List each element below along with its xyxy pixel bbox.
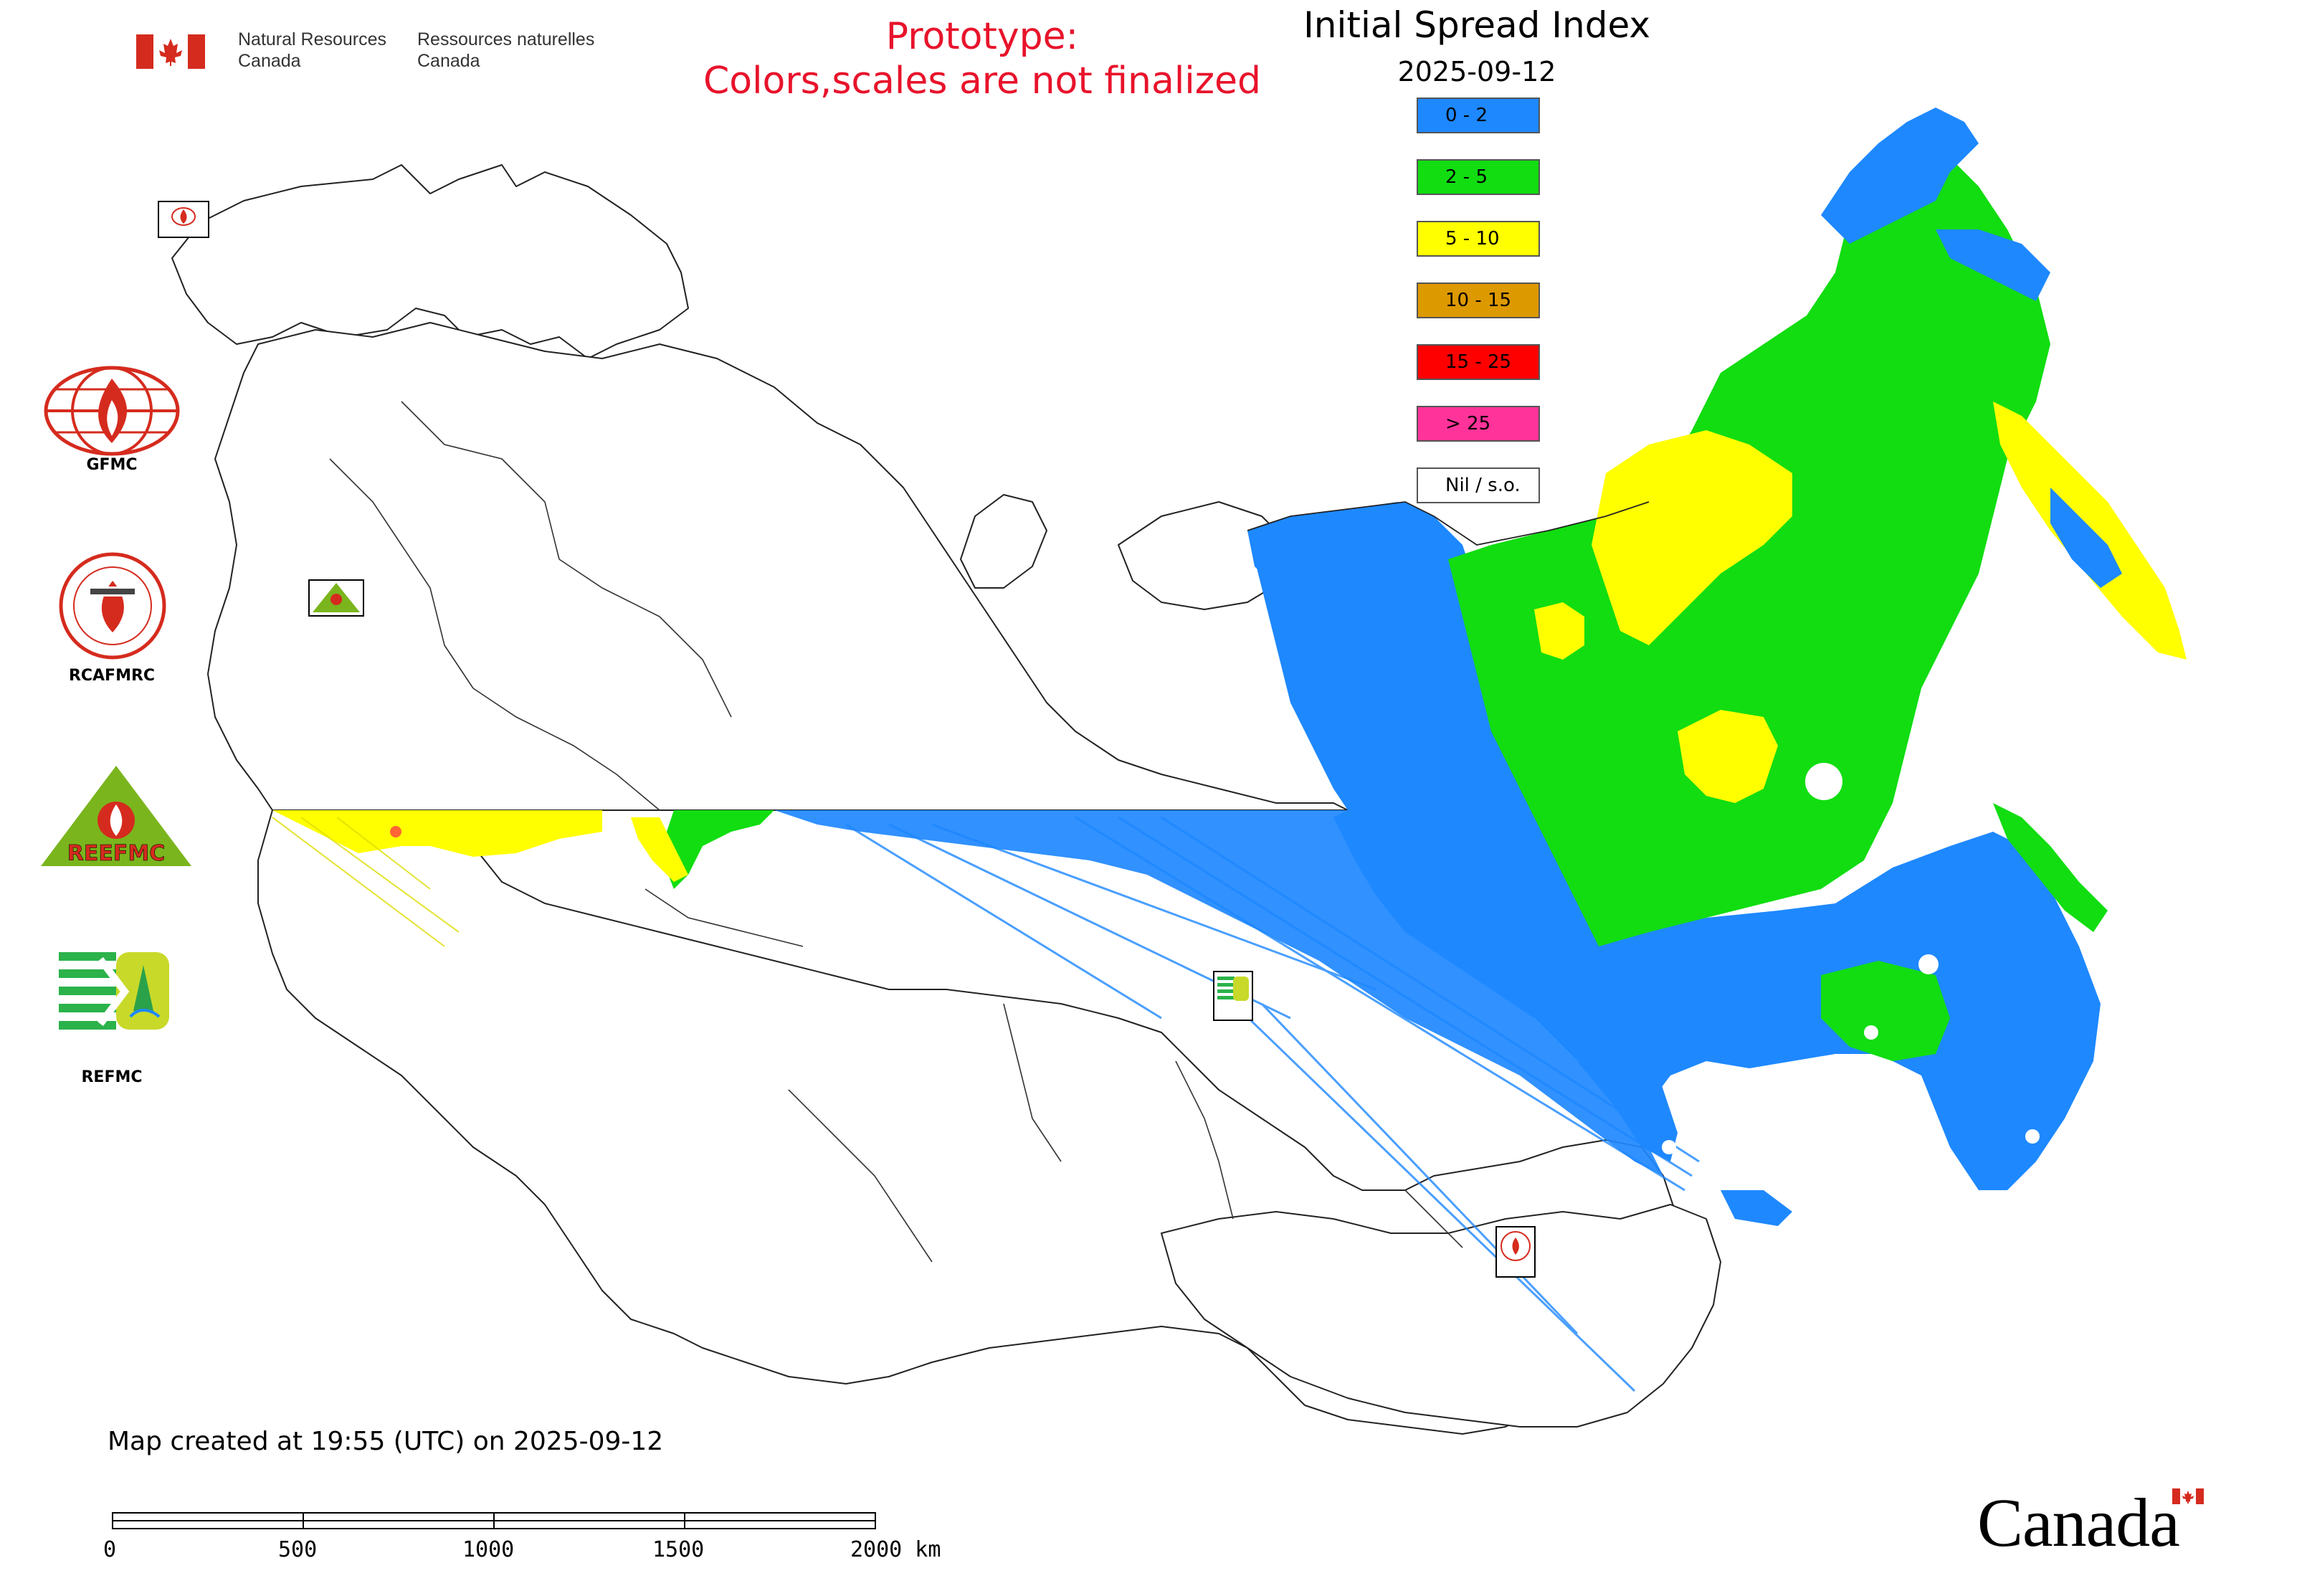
isi-diagonal-streaks-yellow bbox=[272, 817, 460, 947]
legend-swatch-6: > 25 bbox=[1417, 406, 1540, 442]
legend-label: > 25 bbox=[1445, 413, 1491, 434]
arctic-coast bbox=[1247, 501, 1650, 546]
kamchatka-blue bbox=[2050, 488, 2122, 588]
isi-area-0-2-chukotka bbox=[1821, 108, 1979, 244]
legend-label: 5 - 10 bbox=[1445, 228, 1500, 250]
scale-label-1500: 1500 bbox=[652, 1537, 705, 1562]
legend-swatch-4: 10 - 15 bbox=[1417, 282, 1540, 318]
legend-swatch-3: 5 - 10 bbox=[1417, 221, 1540, 257]
nrcan-en-line1: Natural Resources bbox=[238, 29, 387, 49]
isi-streaks-5-10-b bbox=[631, 817, 688, 882]
nrcan-en-name: Natural Resources Canada bbox=[238, 29, 386, 72]
scale-label-500: 500 bbox=[278, 1537, 318, 1562]
lakes bbox=[1662, 763, 2090, 1154]
scandinavia-outline bbox=[171, 164, 689, 359]
isi-area-5-10-south bbox=[1678, 710, 1778, 803]
legend-label: 2 - 5 bbox=[1445, 166, 1488, 188]
russia-west-outline bbox=[207, 322, 1349, 811]
rcafmrc-label: RCAFMRC bbox=[68, 667, 156, 685]
map-marker-reefmc[interactable] bbox=[308, 579, 364, 617]
scale-label-1000: 1000 bbox=[462, 1537, 515, 1562]
scale-bar bbox=[112, 1512, 876, 1529]
prototype-line1: Prototype: bbox=[885, 15, 1079, 58]
nrcan-en-line2: Canada bbox=[238, 51, 301, 71]
legend-swatch-2: 2 - 5 bbox=[1417, 159, 1540, 195]
country-borders bbox=[171, 164, 1721, 1435]
canada-wordmark: Canada bbox=[1977, 1483, 2221, 1569]
refmc-marker-icon bbox=[1217, 977, 1249, 1001]
map-marker-gfmc[interactable] bbox=[158, 201, 209, 238]
nrcan-fr-line2: Canada bbox=[417, 51, 480, 71]
prototype-notice: Prototype: Colors,scales are not finaliz… bbox=[674, 14, 1290, 103]
legend-swatch-1: 0 - 2 bbox=[1417, 98, 1540, 133]
refmc-sigma-icon bbox=[59, 945, 172, 1038]
canada-flag-icon bbox=[136, 34, 205, 69]
canada-wordmark-flag-icon bbox=[2172, 1488, 2204, 1504]
nrcan-signature: Natural Resources Canada Ressources natu… bbox=[136, 29, 595, 79]
mongolia-outline bbox=[1161, 1204, 1721, 1428]
reefmc-marker-icon bbox=[313, 583, 360, 612]
legend-title: Initial Spread Index bbox=[1303, 4, 1650, 46]
prototype-line2: Colors,scales are not finalized bbox=[703, 60, 1262, 103]
isi-area-5-10-west bbox=[1534, 602, 1584, 660]
rcafmrc-logo bbox=[59, 552, 166, 660]
isi-area-0-2-west bbox=[1247, 502, 1678, 1162]
isi-area-0-2-chukotka-east bbox=[1936, 229, 2050, 301]
yamal-blue bbox=[1247, 502, 1412, 588]
novaya-zemlya-outline bbox=[960, 494, 1047, 589]
isi-area-5-10-central bbox=[1592, 430, 1792, 645]
legend-label: 0 - 2 bbox=[1445, 105, 1488, 126]
legend-swatch-5: 15 - 25 bbox=[1417, 344, 1540, 380]
scale-label-2000km: 2000 km bbox=[850, 1537, 941, 1562]
isi-raster bbox=[272, 108, 2187, 1226]
scale-label-0: 0 bbox=[103, 1537, 117, 1562]
isi-streaks-0-2 bbox=[774, 810, 1663, 1176]
legend-swatch-7: Nil / s.o. bbox=[1417, 467, 1540, 503]
admin-borders bbox=[329, 401, 1463, 1263]
legend-label: Nil / s.o. bbox=[1445, 475, 1521, 496]
isi-area-2-5-south bbox=[1821, 961, 1950, 1061]
isi-streaks-5-10 bbox=[272, 810, 602, 857]
refmc-label: REFMC bbox=[81, 1068, 143, 1086]
rcafmrc-seal-icon bbox=[59, 552, 166, 660]
nrcan-fr-line1: Ressources naturelles bbox=[417, 29, 595, 49]
gfmc-label: GFMC bbox=[86, 456, 138, 474]
isi-diagonal-streaks bbox=[845, 816, 1700, 1392]
gfmc-logo bbox=[40, 364, 184, 472]
amur-south-blue bbox=[1721, 1190, 1792, 1226]
map-created-text: Map created at 19:55 (UTC) on 2025-09-12 bbox=[108, 1427, 664, 1456]
legend-label: 10 - 15 bbox=[1445, 290, 1512, 311]
reefmc-logo: REEFMC bbox=[37, 766, 195, 873]
map-marker-rcafmrc[interactable] bbox=[1495, 1226, 1536, 1278]
reefmc-triangle-icon: REEFMC bbox=[41, 766, 191, 866]
isi-streaks-2-5 bbox=[660, 810, 774, 889]
legend-label: 15 - 25 bbox=[1445, 351, 1512, 373]
gfmc-globe-icon bbox=[44, 366, 180, 456]
svg-text:REEFMC: REEFMC bbox=[67, 841, 165, 866]
legend-date: 2025-09-12 bbox=[1397, 56, 1556, 87]
map-marker-refmc[interactable] bbox=[1213, 971, 1253, 1021]
canada-wordmark-text: Canada bbox=[1977, 1484, 2180, 1561]
sakhalin bbox=[1993, 803, 2108, 932]
refmc-logo bbox=[59, 945, 172, 1038]
rcafmrc-marker-icon bbox=[1500, 1231, 1531, 1261]
nrcan-fr-name: Ressources naturelles Canada bbox=[417, 29, 594, 72]
gfmc-marker-icon bbox=[171, 207, 196, 226]
isi-spot-10-15 bbox=[390, 826, 401, 837]
